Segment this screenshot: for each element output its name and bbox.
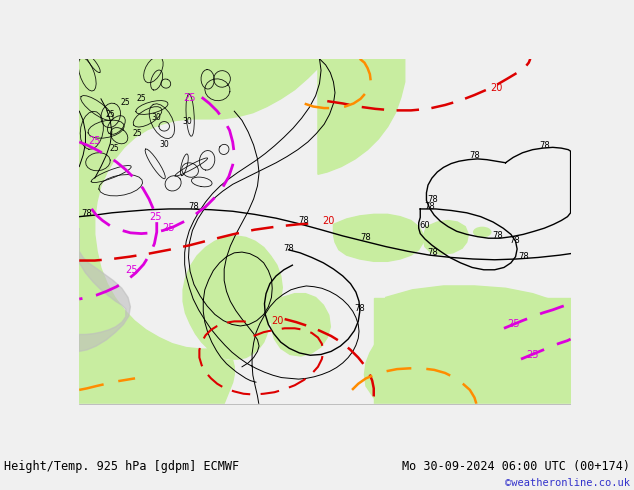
Text: 25: 25 bbox=[507, 319, 519, 329]
Ellipse shape bbox=[473, 227, 491, 238]
Polygon shape bbox=[333, 214, 424, 261]
Text: 20: 20 bbox=[490, 83, 502, 93]
Text: 78: 78 bbox=[81, 209, 91, 218]
Text: Height/Temp. 925 hPa [gdpm] ECMWF: Height/Temp. 925 hPa [gdpm] ECMWF bbox=[4, 461, 239, 473]
Text: 25: 25 bbox=[136, 94, 146, 103]
Text: 30: 30 bbox=[183, 117, 193, 126]
Text: 25: 25 bbox=[162, 222, 174, 233]
Text: 78: 78 bbox=[539, 141, 550, 149]
Text: 60: 60 bbox=[420, 220, 430, 230]
Polygon shape bbox=[365, 286, 571, 405]
Text: 78: 78 bbox=[510, 236, 520, 245]
Text: 78: 78 bbox=[469, 151, 480, 160]
Text: 30: 30 bbox=[152, 113, 162, 122]
Text: 78: 78 bbox=[427, 195, 438, 203]
Polygon shape bbox=[79, 228, 131, 351]
Polygon shape bbox=[374, 297, 571, 405]
Text: ©weatheronline.co.uk: ©weatheronline.co.uk bbox=[505, 478, 630, 488]
Text: 78: 78 bbox=[361, 233, 372, 242]
Polygon shape bbox=[318, 59, 404, 174]
Text: 25: 25 bbox=[126, 265, 138, 275]
Text: Mo 30-09-2024 06:00 UTC (00+174): Mo 30-09-2024 06:00 UTC (00+174) bbox=[402, 461, 630, 473]
Text: 25: 25 bbox=[526, 349, 539, 360]
Text: 25: 25 bbox=[109, 144, 119, 153]
Text: 20: 20 bbox=[271, 317, 284, 326]
Text: 78: 78 bbox=[354, 304, 365, 313]
Text: 78: 78 bbox=[283, 244, 294, 253]
Text: 78: 78 bbox=[424, 202, 435, 211]
Text: 25: 25 bbox=[121, 98, 131, 107]
Polygon shape bbox=[424, 220, 469, 254]
Text: 25: 25 bbox=[149, 213, 162, 222]
Text: 78: 78 bbox=[493, 231, 503, 240]
Text: 25: 25 bbox=[183, 93, 195, 103]
Text: 78: 78 bbox=[519, 251, 529, 261]
Polygon shape bbox=[79, 59, 320, 405]
Text: 78: 78 bbox=[427, 247, 438, 257]
Text: 30: 30 bbox=[160, 140, 169, 149]
Text: 78: 78 bbox=[188, 202, 199, 211]
Text: 78: 78 bbox=[299, 216, 309, 225]
Text: 25: 25 bbox=[133, 129, 142, 138]
Text: 25: 25 bbox=[105, 110, 115, 119]
Text: 25: 25 bbox=[89, 136, 101, 146]
Text: 20: 20 bbox=[323, 216, 335, 225]
Polygon shape bbox=[271, 294, 330, 356]
